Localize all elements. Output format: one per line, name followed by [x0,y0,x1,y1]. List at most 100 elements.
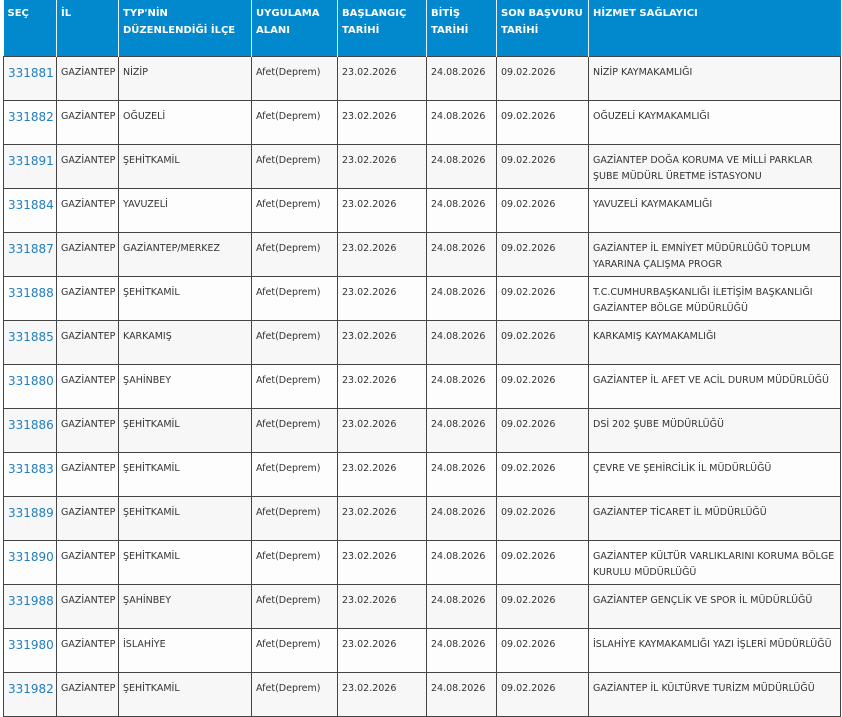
select-link[interactable]: 331888 [8,286,54,300]
cell-ilce: ŞAHİNBEY [118,584,252,629]
cell-alan: Afet(Deprem) [251,56,338,101]
header-hizmet[interactable]: HİZMET SAĞLAYICI [588,0,841,57]
cell-hizmet: YAVUZELİ KAYMAKAMLIĞI [588,188,841,233]
table-row: 331980 GAZİANTEP İSLAHİYE Afet(Deprem) 23.02… [3,628,841,673]
select-link[interactable]: 331885 [8,330,54,344]
table-row: 331884 GAZİANTEP YAVUZELİ Afet(Deprem) 23.02… [3,188,841,233]
header-bitis[interactable]: BİTİŞ TARİHİ [426,0,497,57]
cell-ilce: NİZİP [118,56,252,101]
cell-bitis: 24.08.2026 [426,276,497,321]
select-link[interactable]: 331890 [8,550,54,564]
cell-ilce: ŞEHİTKAMİL [118,496,252,541]
select-link[interactable]: 331889 [8,506,54,520]
select-link[interactable]: 331884 [8,198,54,212]
cell-sec: 331886 [3,408,57,453]
cell-bitis: 24.08.2026 [426,232,497,277]
cell-son: 09.02.2026 [496,540,589,585]
cell-alan: Afet(Deprem) [251,232,338,277]
cell-bitis: 24.08.2026 [426,188,497,233]
cell-ilce: İSLAHİYE [118,628,252,673]
table-row: 331883 GAZİANTEP ŞEHİTKAMİL Afet(Deprem) 23.… [3,452,841,497]
cell-son: 09.02.2026 [496,56,589,101]
cell-baslangic: 23.02.2026 [337,408,427,453]
cell-sec: 331889 [3,496,57,541]
cell-il: GAZİANTEP [56,232,119,277]
cell-il: GAZİANTEP [56,320,119,365]
cell-bitis: 24.08.2026 [426,408,497,453]
table-row: 331889 GAZİANTEP ŞEHİTKAMİL Afet(Deprem) 23.… [3,496,841,541]
cell-il: GAZİANTEP [56,628,119,673]
cell-bitis: 24.08.2026 [426,100,497,145]
cell-sec: 331883 [3,452,57,497]
cell-bitis: 24.08.2026 [426,584,497,629]
header-sec[interactable]: SEÇ [3,0,57,57]
select-link[interactable]: 331980 [8,638,54,652]
table-row: 331882 GAZİANTEP OĞUZELİ Afet(Deprem) 23.02.… [3,100,841,145]
select-link[interactable]: 331881 [8,66,54,80]
cell-bitis: 24.08.2026 [426,364,497,409]
cell-sec: 331890 [3,540,57,585]
select-link[interactable]: 331887 [8,242,54,256]
cell-son: 09.02.2026 [496,188,589,233]
select-link[interactable]: 331880 [8,374,54,388]
cell-baslangic: 23.02.2026 [337,276,427,321]
cell-il: GAZİANTEP [56,100,119,145]
cell-sec: 331881 [3,56,57,101]
cell-ilce: GAZİANTEP/MERKEZ [118,232,252,277]
header-alan[interactable]: UYGULAMA ALANI [251,0,338,57]
table-row: 331880 GAZİANTEP ŞAHİNBEY Afet(Deprem) 23.02… [3,364,841,409]
cell-baslangic: 23.02.2026 [337,56,427,101]
select-link[interactable]: 331882 [8,110,54,124]
cell-hizmet: KARKAMIŞ KAYMAKAMLIĞI [588,320,841,365]
cell-ilce: KARKAMIŞ [118,320,252,365]
cell-baslangic: 23.02.2026 [337,188,427,233]
cell-alan: Afet(Deprem) [251,408,338,453]
cell-il: GAZİANTEP [56,452,119,497]
select-link[interactable]: 331982 [8,682,54,696]
cell-il: GAZİANTEP [56,144,119,189]
cell-sec: 331884 [3,188,57,233]
cell-alan: Afet(Deprem) [251,540,338,585]
cell-ilce: OĞUZELİ [118,100,252,145]
cell-son: 09.02.2026 [496,100,589,145]
table-row: 331881 GAZİANTEP NİZİP Afet(Deprem) 23.02.20… [3,56,841,101]
table-row: 331887 GAZİANTEP GAZİANTEP/MERKEZ Afet(Depr… [3,232,841,277]
cell-son: 09.02.2026 [496,452,589,497]
cell-son: 09.02.2026 [496,364,589,409]
header-son[interactable]: SON BAŞVURU TARİHİ [496,0,589,57]
select-link[interactable]: 331883 [8,462,54,476]
cell-son: 09.02.2026 [496,144,589,189]
select-link[interactable]: 331988 [8,594,54,608]
cell-sec: 331891 [3,144,57,189]
select-link[interactable]: 331886 [8,418,54,432]
header-baslangic[interactable]: BAŞLANGIÇ TARİHİ [337,0,427,57]
cell-hizmet: OĞUZELİ KAYMAKAMLIĞI [588,100,841,145]
cell-il: GAZİANTEP [56,276,119,321]
cell-alan: Afet(Deprem) [251,100,338,145]
cell-il: GAZİANTEP [56,56,119,101]
cell-son: 09.02.2026 [496,496,589,541]
cell-hizmet: GAZİANTEP DOĞA KORUMA VE MİLLİ PARKLAR Ş… [588,144,841,189]
table-row: 331891 GAZİANTEP ŞEHİTKAMİL Afet(Deprem) 23.… [3,144,841,189]
select-link[interactable]: 331891 [8,154,54,168]
cell-hizmet: DSİ 202 ŞUBE MÜDÜRLÜĞÜ [588,408,841,453]
cell-alan: Afet(Deprem) [251,188,338,233]
cell-sec: 331888 [3,276,57,321]
cell-ilce: ŞEHİTKAMİL [118,452,252,497]
cell-il: GAZİANTEP [56,408,119,453]
cell-hizmet: GAZİANTEP GENÇLİK VE SPOR İL MÜDÜRLÜĞÜ [588,584,841,629]
cell-il: GAZİANTEP [56,364,119,409]
cell-bitis: 24.08.2026 [426,628,497,673]
header-ilce[interactable]: TYP'NİN DÜZENLENDİĞİ İLÇE [118,0,252,57]
cell-hizmet: GAZİANTEP İL EMNİYET MÜDÜRLÜĞÜ TOPLUM YA… [588,232,841,277]
cell-baslangic: 23.02.2026 [337,144,427,189]
cell-hizmet: NİZİP KAYMAKAMLIĞI [588,56,841,101]
cell-sec: 331885 [3,320,57,365]
cell-baslangic: 23.02.2026 [337,364,427,409]
cell-sec: 331980 [3,628,57,673]
cell-bitis: 24.08.2026 [426,540,497,585]
header-il[interactable]: İL [56,0,119,57]
cell-baslangic: 23.02.2026 [337,496,427,541]
cell-baslangic: 23.02.2026 [337,100,427,145]
cell-son: 09.02.2026 [496,232,589,277]
